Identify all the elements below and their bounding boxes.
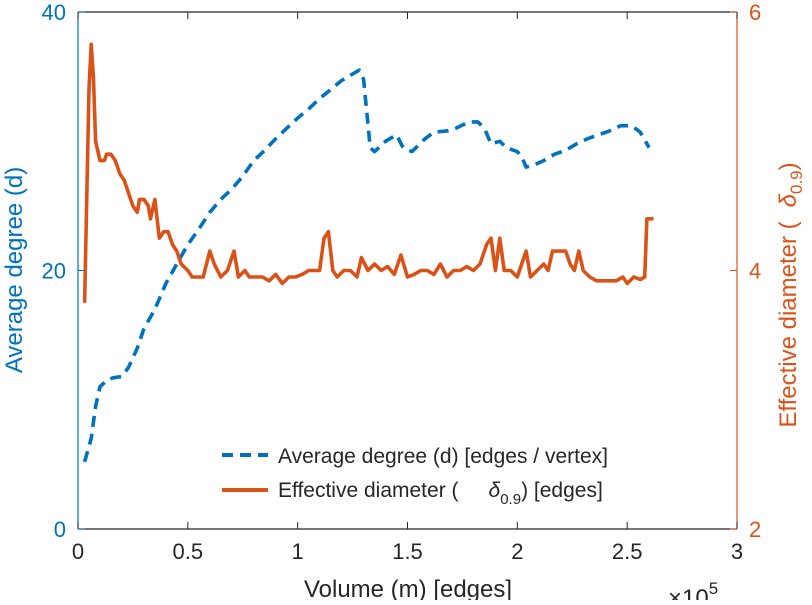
- series-line-average-degree: [82, 68, 651, 463]
- y-left-tick-label: 0: [54, 517, 66, 542]
- y-right-tick-label: 2: [749, 517, 761, 542]
- x-axis-label: Volume (m) [edges]: [304, 576, 512, 600]
- y-left-tick-label: 20: [42, 259, 66, 284]
- series-line-effective-diameter: [82, 42, 654, 303]
- x-multiplier: ×105: [668, 579, 718, 600]
- x-tick-label: 0.5: [173, 539, 204, 564]
- x-tick-label: 1: [292, 539, 304, 564]
- x-tick-label: 2.5: [612, 539, 643, 564]
- legend-label-average-degree: Average degree (d) [edges / vertex]: [278, 445, 608, 468]
- y-right-tick-label: 4: [749, 259, 761, 284]
- y-left-axis-label: Average degree (d): [1, 167, 28, 373]
- x-tick-label: 1.5: [392, 539, 423, 564]
- x-tick-label: 2: [511, 539, 523, 564]
- y-right-axis-label: Effective diameter (δ0.9): [775, 162, 806, 427]
- x-tick-label: 3: [731, 539, 743, 564]
- y-right-tick-label: 6: [749, 0, 761, 25]
- y-left-tick-label: 40: [42, 0, 66, 25]
- legend: Average degree (d) [edges / vertex] Effe…: [222, 445, 608, 508]
- x-tick-label: 0: [72, 539, 84, 564]
- legend-label-effective-diameter: Effective diameter (δ0.9) [edges]: [278, 479, 603, 508]
